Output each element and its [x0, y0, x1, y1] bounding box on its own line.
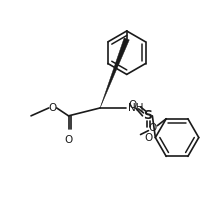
Text: O: O	[64, 135, 73, 145]
Text: NH: NH	[128, 103, 143, 113]
Text: S: S	[143, 109, 152, 122]
Text: O: O	[128, 100, 137, 110]
Text: O: O	[49, 103, 57, 113]
Polygon shape	[100, 38, 129, 108]
Text: O: O	[148, 123, 157, 133]
Text: O: O	[144, 133, 153, 143]
